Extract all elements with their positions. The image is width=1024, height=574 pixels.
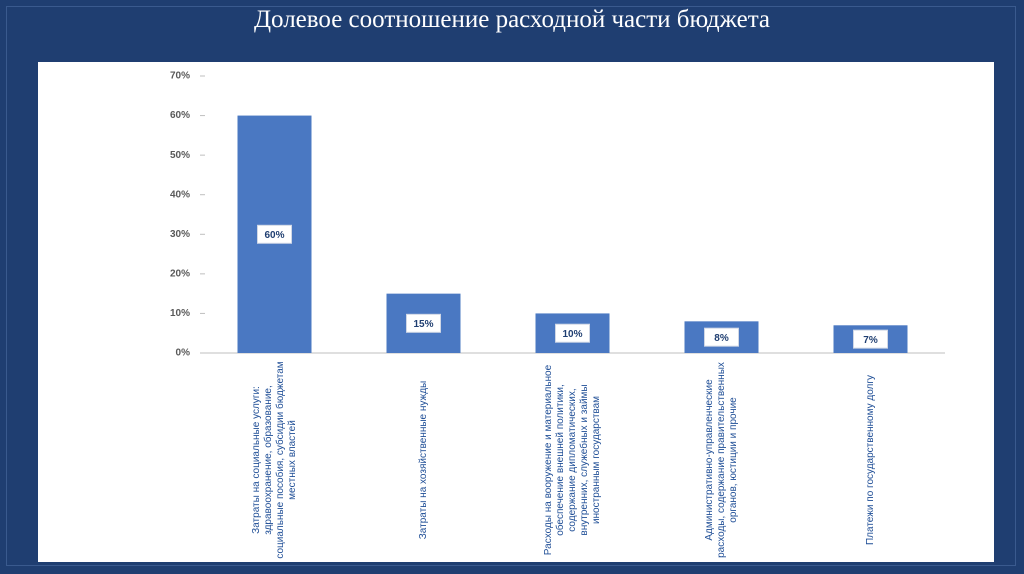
data-label-box <box>555 323 590 343</box>
x-tick-label: Платежи по государственному долгу <box>864 374 876 546</box>
data-label-box <box>704 327 739 347</box>
data-label-box <box>853 329 888 349</box>
x-tick-label: Затраты на хозяйственные нужды <box>417 380 429 540</box>
data-label: 10% <box>562 329 582 340</box>
data-label: 60% <box>264 230 284 241</box>
x-tick-label: Расходы на вооружение и материальное обе… <box>542 364 602 556</box>
y-tick-label: 30% <box>170 229 190 240</box>
data-label: 8% <box>714 333 729 344</box>
y-tick-label: 40% <box>170 189 190 200</box>
data-label-box <box>257 224 292 244</box>
chart-panel <box>38 62 994 562</box>
y-tick-label: 60% <box>170 110 190 121</box>
x-tick-label: Административно-управленческие расходы, … <box>703 362 739 558</box>
data-label-box <box>406 313 441 333</box>
y-tick-label: 50% <box>170 150 190 161</box>
x-tick-label: Затраты на социальные услуги: здравоохра… <box>250 361 298 559</box>
y-tick-label: 20% <box>170 268 190 279</box>
y-tick-label: 10% <box>170 308 190 319</box>
frame <box>6 6 1016 566</box>
data-label: 7% <box>863 335 878 346</box>
y-tick-label: 0% <box>176 348 191 359</box>
chart-title: Долевое соотношение расходной части бюдж… <box>253 6 771 33</box>
data-label: 15% <box>413 319 433 330</box>
y-tick-label: 70% <box>170 71 190 82</box>
